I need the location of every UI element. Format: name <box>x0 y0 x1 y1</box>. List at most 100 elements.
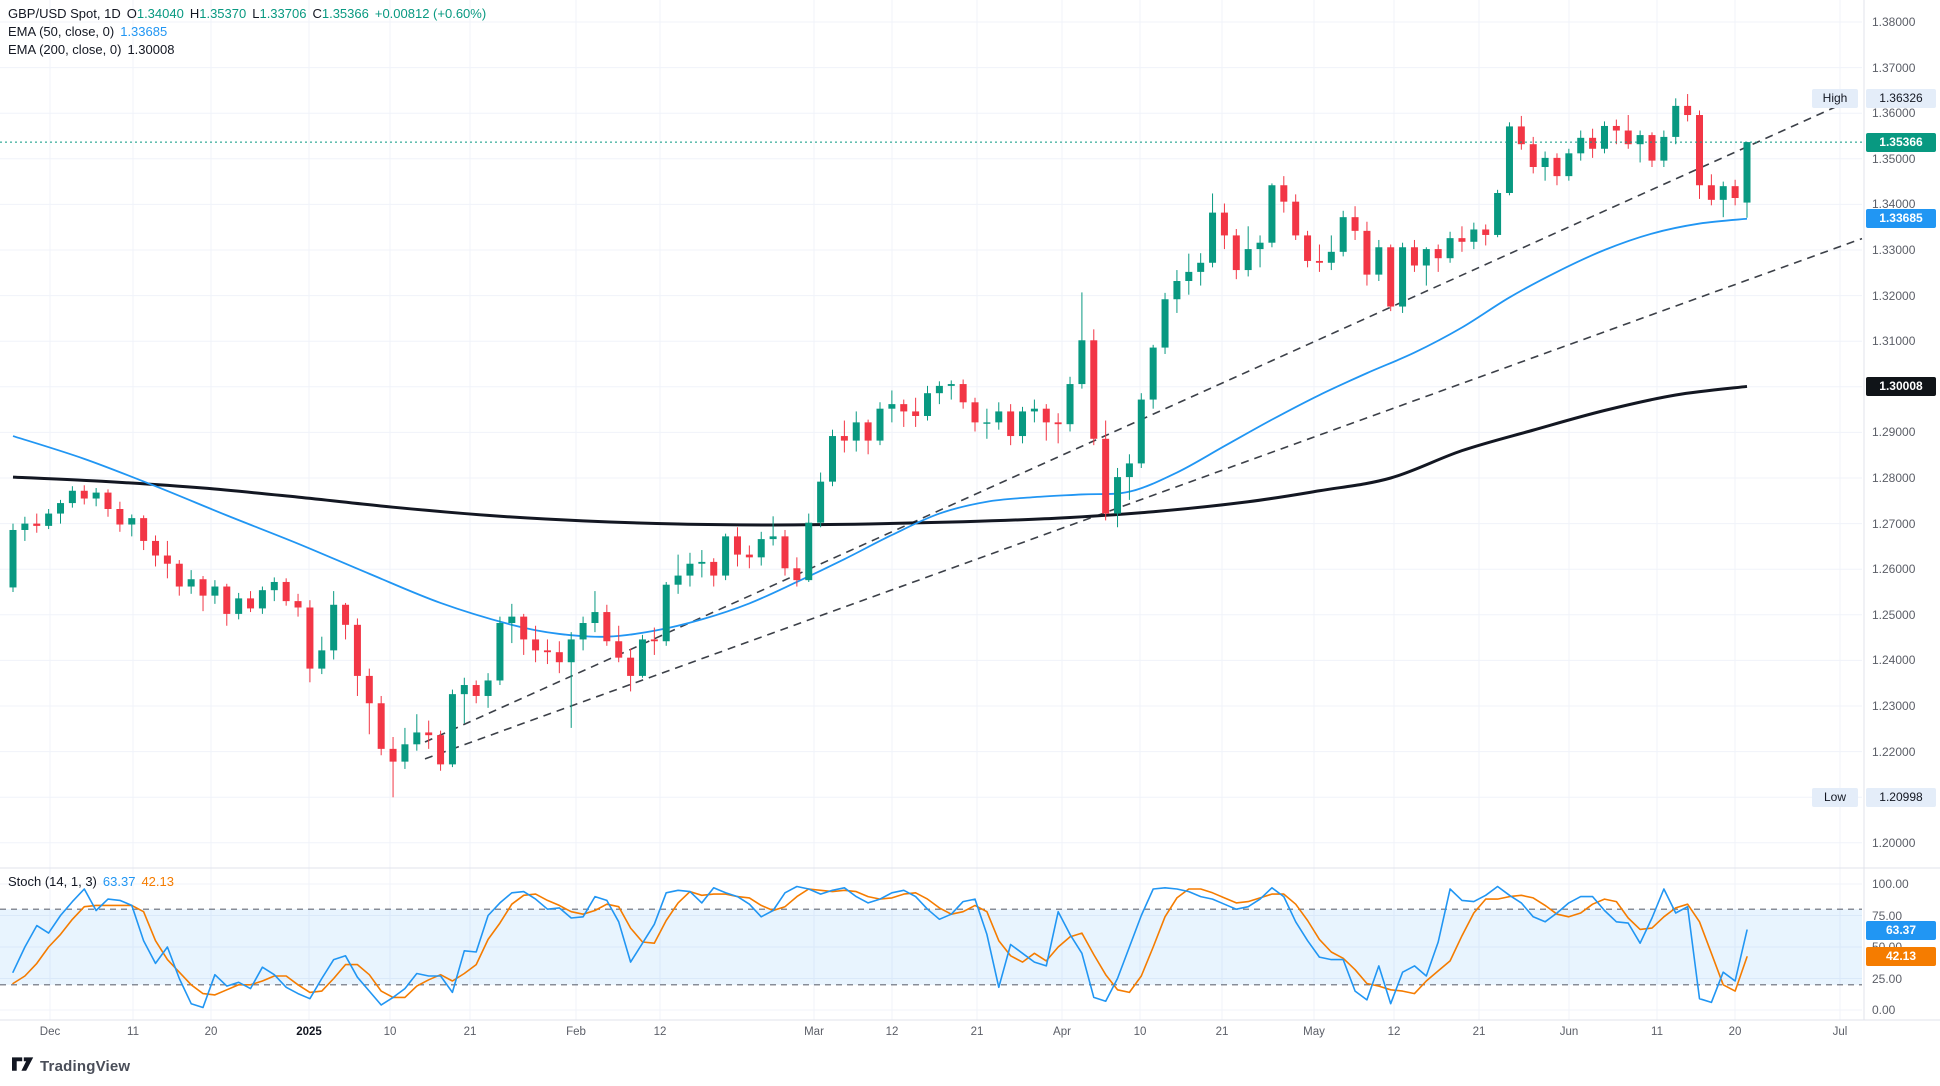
candle-body <box>92 492 100 499</box>
candle-body <box>710 561 718 576</box>
candle-body <box>1125 463 1133 478</box>
ema200-value-badge: 1.30008 <box>1866 376 1936 396</box>
candle-body <box>104 492 112 510</box>
stoch-axis-label: 100.00 <box>1872 877 1909 891</box>
candle-body <box>33 523 41 526</box>
high-marker-chip: High <box>1812 88 1858 108</box>
low-label: L1.33706 <box>252 6 307 21</box>
date-axis-label: Jun <box>1559 1026 1579 1038</box>
candlestick-series[interactable] <box>9 94 1751 798</box>
legend-ema200-row[interactable]: EMA (200, close, 0) 1.30008 <box>8 42 174 57</box>
candle-body <box>579 623 587 640</box>
candle-body <box>1707 185 1715 200</box>
ema50-label: EMA (50, close, 0) <box>8 24 115 39</box>
candle-body <box>1387 247 1395 307</box>
candle-body <box>1149 347 1157 400</box>
candle-body <box>983 422 991 424</box>
candle-body <box>1019 411 1027 437</box>
date-axis-label: 12 <box>653 1026 667 1038</box>
candle-body <box>460 685 468 695</box>
candle-body <box>1719 186 1727 200</box>
candle-body <box>1684 105 1692 116</box>
candle-body <box>1161 299 1169 348</box>
candle-body <box>686 563 694 576</box>
candle-body <box>888 404 896 409</box>
candle-body <box>1042 408 1050 423</box>
candle-body <box>876 408 884 441</box>
date-axis-label: 21 <box>1472 1026 1486 1038</box>
candle-body <box>163 555 171 564</box>
stoch-axis-label: 0.00 <box>1872 1003 1896 1017</box>
stoch-k-badge: 63.37 <box>1866 920 1936 940</box>
candle-body <box>1137 399 1145 464</box>
open-label: O1.34040 <box>126 6 184 21</box>
candle-body <box>211 586 219 596</box>
date-axis-label: 11 <box>1651 1026 1663 1038</box>
date-axis-label: 20 <box>204 1026 218 1038</box>
last-price-badge: 1.35366 <box>1866 132 1936 152</box>
candle-body <box>247 598 255 609</box>
price-axis-label: 1.26000 <box>1872 562 1916 577</box>
candle-body <box>1529 144 1537 168</box>
candle-body <box>662 584 670 642</box>
candle-body <box>1446 238 1454 259</box>
candle-body <box>1315 260 1323 263</box>
price-axis-label: 1.22000 <box>1872 744 1916 759</box>
legend-symbol-row[interactable]: GBP/USD Spot, 1D O1.34040 H1.35370 L1.33… <box>8 6 486 21</box>
price-axis-label: 1.37000 <box>1872 60 1916 75</box>
candle-body <box>1672 105 1680 137</box>
tradingview-logo-text: TradingView <box>40 1057 131 1075</box>
date-axis-label: 11 <box>127 1026 139 1038</box>
candle-body <box>603 612 611 642</box>
ema200-line[interactable] <box>12 384 1748 527</box>
candle-body <box>781 536 789 569</box>
candle-body <box>365 675 373 704</box>
stoch-label: Stoch (14, 1, 3) <box>8 874 97 889</box>
candle-body <box>448 694 456 765</box>
date-axis-label: May <box>1303 1026 1325 1038</box>
ema200-value: 1.30008 <box>127 42 175 57</box>
candle-body <box>1078 340 1086 385</box>
ema50-line[interactable] <box>12 217 1748 638</box>
candle-body <box>1541 157 1549 168</box>
candle-body <box>567 639 575 663</box>
candle-body <box>152 540 160 556</box>
candle-body <box>258 590 266 609</box>
tradingview-logo[interactable]: TradingView <box>12 1056 130 1076</box>
candle-body <box>199 579 207 596</box>
candle-body <box>817 481 825 523</box>
candle-body <box>1030 408 1038 412</box>
candle-body <box>555 652 563 663</box>
candle-body <box>1339 217 1347 252</box>
candle-body <box>722 536 730 576</box>
candle-body <box>995 411 1003 423</box>
stoch-k-line[interactable] <box>12 885 1748 1009</box>
candle-body <box>128 518 136 525</box>
price-axis-label: 1.34000 <box>1872 197 1916 212</box>
candle-body <box>1232 235 1240 271</box>
legend-stoch-row[interactable]: Stoch (14, 1, 3) 63.37 42.13 <box>8 874 174 889</box>
candle-body <box>935 385 943 394</box>
candle-body <box>1114 477 1122 514</box>
date-axis-label: 20 <box>1728 1026 1742 1038</box>
candle-body <box>1624 130 1632 145</box>
price-axis-label: 1.25000 <box>1872 607 1916 622</box>
candle-body <box>472 685 480 696</box>
candle-body <box>805 522 813 581</box>
candle-body <box>1589 137 1597 149</box>
candle-body <box>1660 136 1668 161</box>
candle-body <box>1220 212 1228 236</box>
candle-body <box>1375 247 1383 275</box>
candle-body <box>1743 142 1751 203</box>
candle-body <box>484 680 492 696</box>
candle-body <box>1399 247 1407 307</box>
candle-body <box>1470 229 1478 242</box>
date-axis-label: Feb <box>566 1026 586 1038</box>
ema50-value-badge: 1.33685 <box>1866 209 1936 229</box>
candle-body <box>1612 125 1620 131</box>
legend-ema50-row[interactable]: EMA (50, close, 0) 1.33685 <box>8 24 167 39</box>
candle-body <box>733 536 741 555</box>
candle-body <box>116 509 124 525</box>
